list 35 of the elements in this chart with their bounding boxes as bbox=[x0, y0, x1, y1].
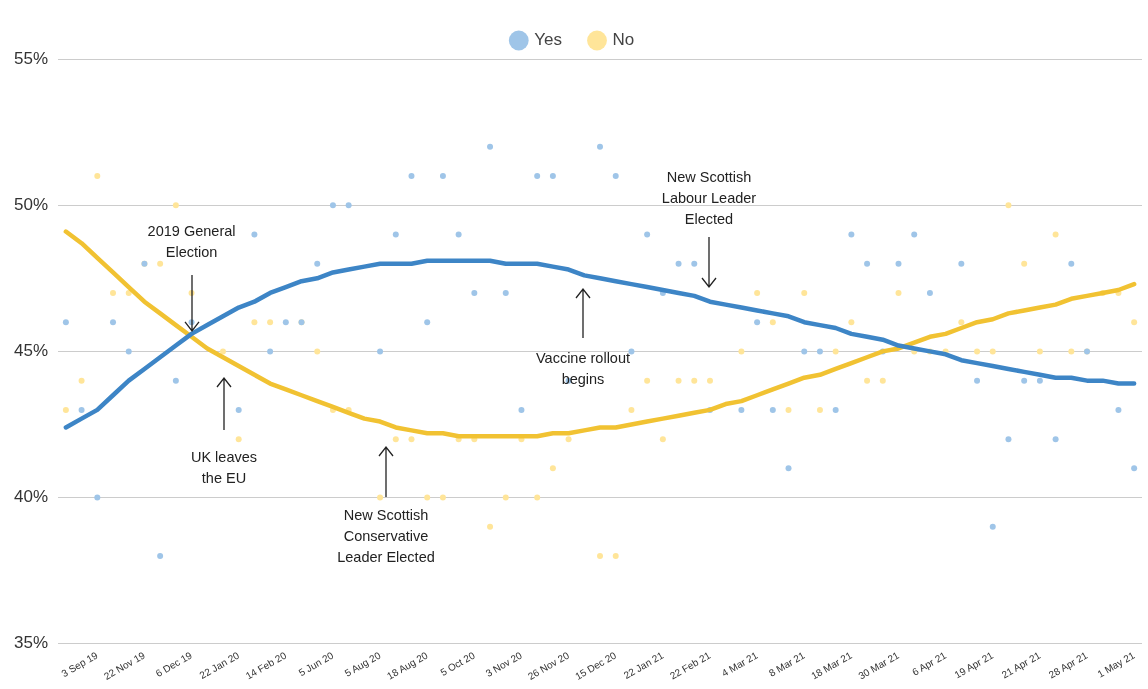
x-tick-label: 1 May 21 bbox=[1095, 649, 1137, 680]
x-tick-label: 22 Jan 21 bbox=[621, 649, 666, 682]
x-tick-label: 19 Apr 21 bbox=[952, 649, 996, 681]
x-tick-label: 28 Apr 21 bbox=[1046, 649, 1090, 681]
x-tick-label: 14 Feb 20 bbox=[243, 649, 289, 682]
y-tick-label: 35% bbox=[13, 633, 49, 653]
x-tick-label: 18 Aug 20 bbox=[385, 649, 430, 682]
x-tick-label: 30 Mar 21 bbox=[856, 649, 902, 682]
legend-label: Yes bbox=[534, 30, 562, 50]
x-tick-label: 6 Dec 19 bbox=[153, 649, 195, 680]
x-tick-label: 3 Nov 20 bbox=[483, 649, 525, 680]
x-tick-label: 22 Jan 20 bbox=[197, 649, 242, 682]
legend-label: No bbox=[612, 30, 635, 50]
y-tick-label: 40% bbox=[13, 487, 49, 507]
x-tick-label: 3 Sep 19 bbox=[59, 649, 101, 680]
y-tick-label: 55% bbox=[13, 48, 49, 68]
x-tick-label: 26 Nov 20 bbox=[526, 649, 572, 682]
x-tick-label: 6 Apr 21 bbox=[910, 649, 949, 678]
annotation: UK leaves the EU bbox=[190, 449, 258, 486]
y-tick-label: 45% bbox=[13, 341, 49, 361]
annotation: New Scottish Conservative Leader Elected bbox=[337, 507, 435, 565]
x-tick-label: 15 Dec 20 bbox=[573, 649, 619, 682]
x-tick-label: 4 Mar 21 bbox=[719, 649, 760, 679]
x-tick-label: 5 Aug 20 bbox=[342, 649, 383, 679]
x-tick-label: 5 Oct 20 bbox=[438, 649, 478, 678]
x-tick-label: 18 Mar 21 bbox=[809, 649, 855, 682]
x-tick-label: 5 Jun 20 bbox=[296, 649, 336, 679]
annotation: New Scottish Labour Leader Elected bbox=[661, 169, 757, 227]
y-tick-label: 50% bbox=[13, 194, 49, 214]
x-tick-label: 22 Nov 19 bbox=[101, 649, 148, 682]
annotation: Vaccine rollout begins bbox=[535, 350, 631, 387]
x-tick-label: 22 Feb 21 bbox=[667, 649, 713, 682]
x-tick-label: 8 Mar 21 bbox=[766, 649, 807, 679]
x-tick-label: 21 Apr 21 bbox=[999, 649, 1043, 681]
annotation: 2019 General Election bbox=[147, 223, 236, 260]
